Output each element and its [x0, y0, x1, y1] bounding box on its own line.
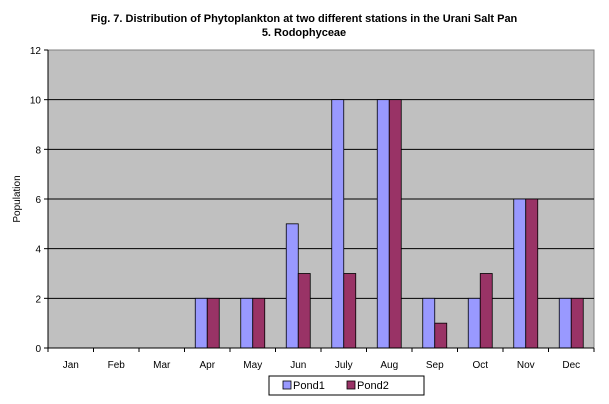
- bar-pond2-jun: [297, 273, 311, 349]
- bar-pond2-may: [252, 297, 266, 349]
- legend-label-pond2: Pond2: [357, 380, 389, 392]
- bar-pond1-oct: [467, 297, 481, 349]
- x-tick-label: May: [243, 360, 262, 371]
- bar-pond1-july: [331, 99, 345, 349]
- bar-pond1-dec: [558, 297, 572, 349]
- legend-swatch-pond2: [346, 380, 356, 390]
- legend-box: [268, 375, 425, 396]
- bar-pond1-aug: [376, 99, 390, 349]
- x-tick-label: Oct: [472, 360, 488, 371]
- bar-pond1-jun: [285, 223, 299, 349]
- x-tick-label: Dec: [562, 360, 580, 371]
- y-tick-label: 6: [35, 195, 41, 206]
- bar-pond1-sep: [422, 297, 436, 349]
- chart-subtitle: 5. Rodophyceae: [262, 27, 346, 39]
- gridlines: [48, 99, 594, 299]
- y-tick-label: 4: [35, 245, 41, 256]
- bars: [194, 99, 584, 349]
- x-tick-label: Jun: [290, 360, 306, 371]
- y-axis-label: Population: [12, 175, 23, 222]
- y-tick-label: 10: [30, 96, 42, 107]
- bar-pond2-apr: [206, 297, 220, 349]
- bar-pond2-nov: [525, 198, 539, 349]
- bar-pond2-aug: [388, 99, 402, 349]
- y-tick-label: 8: [35, 145, 41, 156]
- y-axis: 0 2 4 6 8 10 12: [30, 46, 48, 355]
- bar-pond2-oct: [479, 273, 493, 349]
- bar-pond1-apr: [194, 297, 208, 349]
- x-tick-label: Feb: [108, 360, 126, 371]
- x-tick-label: July: [335, 360, 353, 371]
- x-tick-label: Nov: [517, 360, 535, 371]
- bar-pond2-july: [343, 273, 357, 349]
- legend-label-pond1: Pond1: [293, 380, 325, 392]
- bar-pond2-sep: [434, 322, 448, 349]
- chart-title: Fig. 7. Distribution of Phytoplankton at…: [91, 13, 518, 25]
- x-tick-label: Apr: [199, 360, 215, 371]
- bar-pond1-may: [240, 297, 254, 349]
- bar-pond1-nov: [513, 198, 527, 349]
- y-tick-label: 0: [35, 344, 41, 355]
- y-tick-label: 2: [35, 294, 41, 305]
- legend-swatch-pond1: [282, 380, 292, 390]
- x-tick-label: Jan: [63, 360, 79, 371]
- legend: Pond1 Pond2: [268, 375, 425, 396]
- x-axis: Jan Feb Mar Apr May Jun July Aug Sep Oct Nov Dec: [47, 50, 595, 371]
- y-tick-label: 12: [30, 46, 42, 57]
- x-tick-label: Sep: [426, 360, 444, 371]
- x-tick-label: Mar: [153, 360, 171, 371]
- bar-pond2-dec: [570, 297, 584, 349]
- x-tick-label: Aug: [380, 360, 398, 371]
